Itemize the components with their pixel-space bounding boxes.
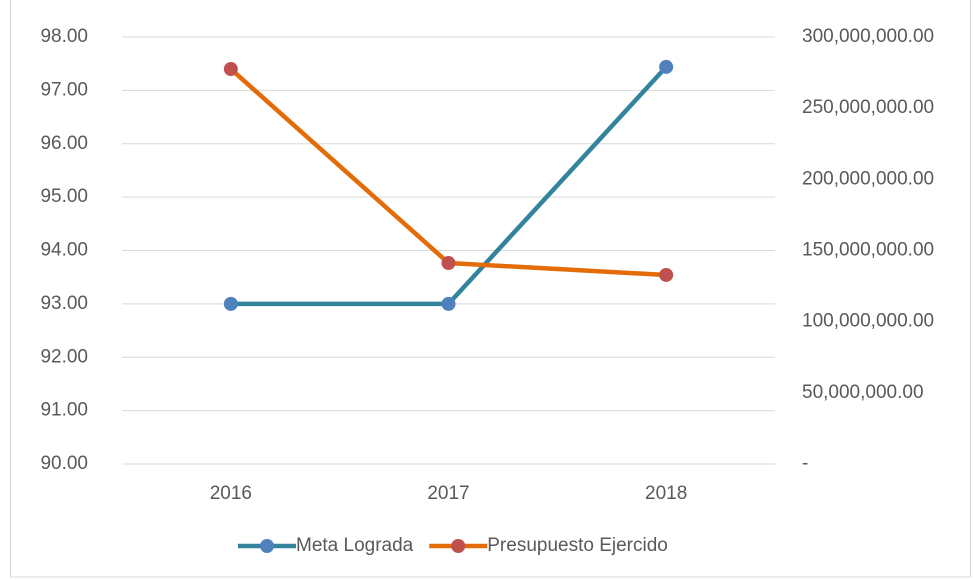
chart-frame <box>10 0 971 578</box>
y-tick-label: 91.00 <box>40 400 88 421</box>
x-tick-label: 2016 <box>210 483 252 504</box>
point <box>223 62 238 77</box>
x-tick-label: 2017 <box>427 483 469 504</box>
x-tick-label: 2018 <box>645 483 687 504</box>
y-tick-label: 98.00 <box>40 26 88 47</box>
point <box>659 59 674 74</box>
legend-label: Presupuesto Ejercido <box>487 535 668 556</box>
y-tick-label: 96.00 <box>40 133 88 154</box>
y-tick-label: 94.00 <box>40 240 88 261</box>
y2-tick-label: 200,000,000.00 <box>802 168 934 189</box>
y-tick-label: 95.00 <box>40 186 88 207</box>
y-tick-label: 92.00 <box>40 346 88 367</box>
y2-tick-label: 100,000,000.00 <box>802 311 934 332</box>
y2-tick-label: 250,000,000.00 <box>802 97 934 118</box>
point <box>223 296 238 311</box>
y2-tick-label: 50,000,000.00 <box>802 382 924 403</box>
legend-marker <box>451 539 466 553</box>
legend-label: Meta Lograda <box>296 535 414 556</box>
y2-tick-label: 300,000,000.00 <box>802 26 934 47</box>
y-tick-label: 93.00 <box>40 293 88 314</box>
legend-marker <box>260 539 274 553</box>
point <box>659 267 674 282</box>
point <box>441 256 456 271</box>
point <box>441 296 456 311</box>
y-tick-label: 90.00 <box>40 453 88 474</box>
y2-tick-label: - <box>802 453 808 474</box>
y2-tick-label: 150,000,000.00 <box>802 240 934 261</box>
y-tick-label: 97.00 <box>40 79 88 100</box>
